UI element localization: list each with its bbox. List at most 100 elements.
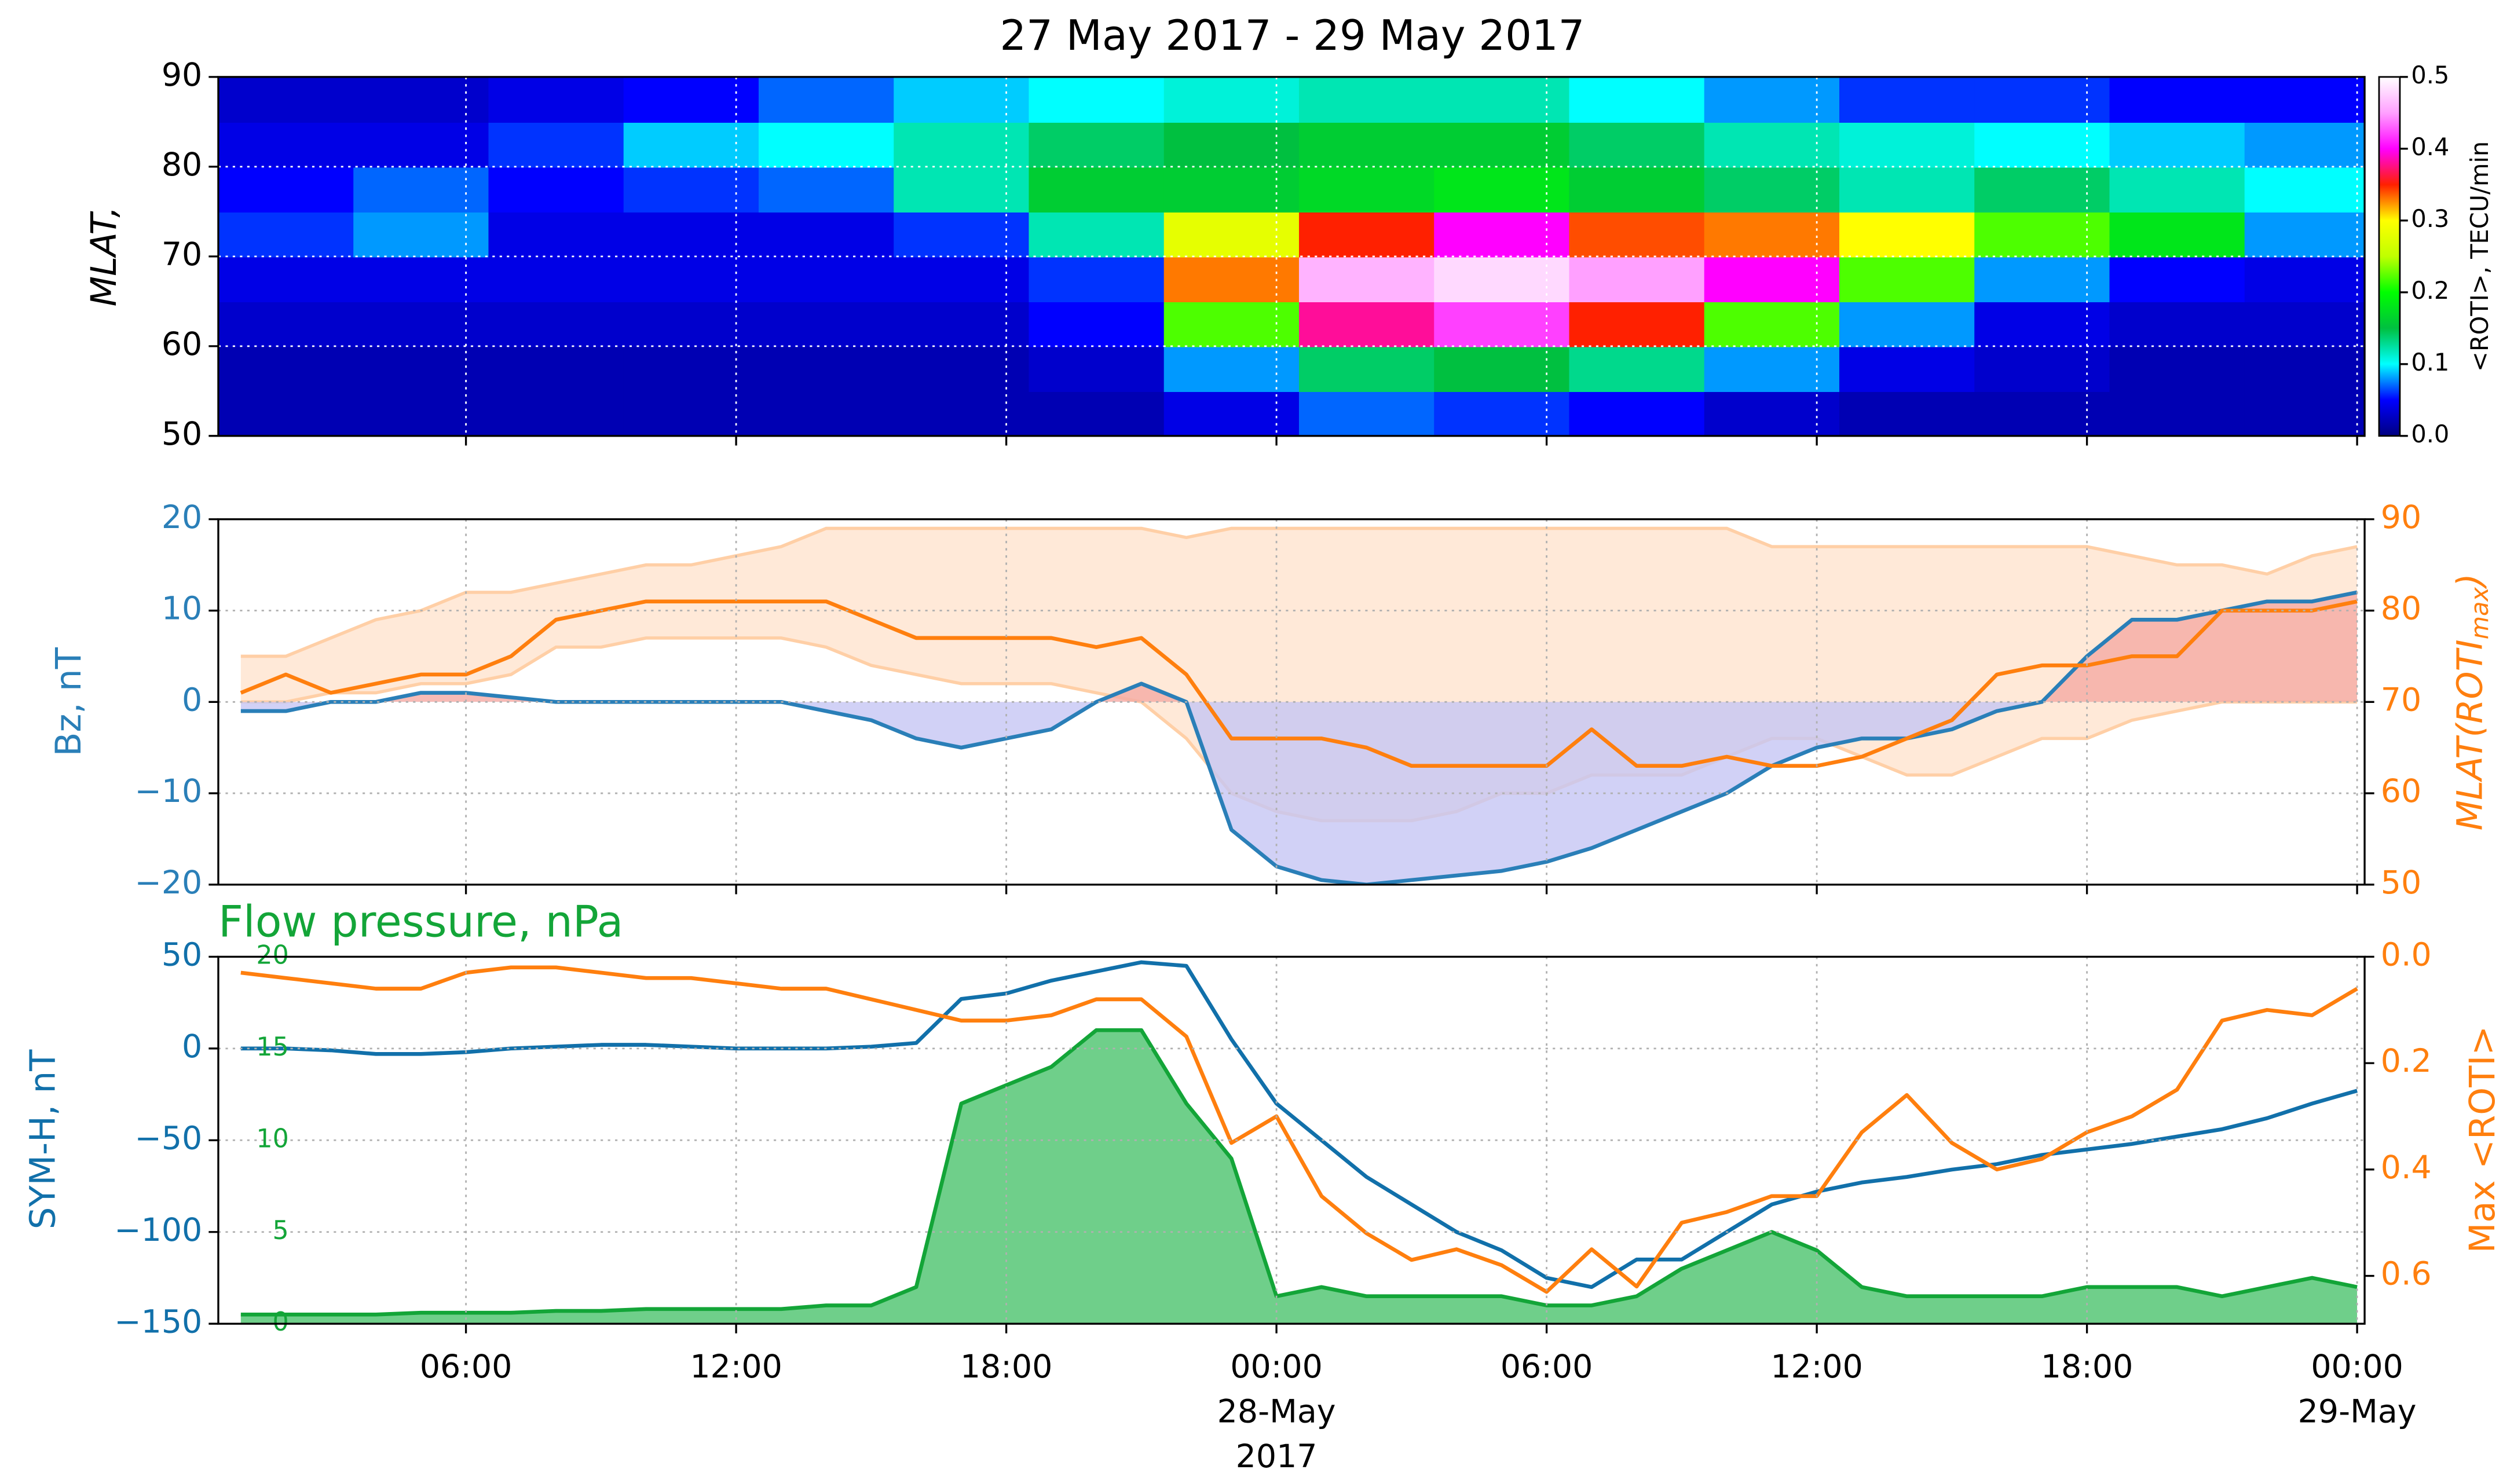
heat-cell	[1704, 391, 1840, 436]
heat-cell	[758, 76, 895, 123]
area-negative	[240, 702, 2358, 885]
colorbar-tick-label: 0.3	[2411, 204, 2449, 233]
y3-tick-label: 5	[273, 1216, 289, 1245]
heat-cell	[1839, 211, 1975, 258]
x-tick-label: 00:00	[1230, 1349, 1323, 1386]
heat-cell	[1029, 166, 1165, 213]
heat-cell	[1163, 76, 1300, 123]
heat-cell	[2109, 211, 2246, 258]
heat-cell	[488, 122, 625, 168]
heat-cell	[2109, 301, 2246, 347]
heat-cell	[1974, 256, 2111, 303]
heat-cell	[1163, 391, 1300, 436]
heat-cell	[1569, 211, 1706, 258]
heat-cell	[1163, 256, 1300, 303]
band-edge	[240, 526, 2358, 658]
heat-cell	[1163, 301, 1300, 347]
heat-cell	[1298, 211, 1435, 258]
heat-cell	[894, 211, 1030, 258]
heat-cell	[488, 256, 625, 303]
colorbar-tick-label: 0.2	[2411, 276, 2449, 305]
heat-cell	[2244, 391, 2365, 436]
colorbar	[2378, 76, 2401, 437]
y2-axis-label: MLAT(ROTImax)	[2449, 573, 2494, 830]
heat-cell	[623, 166, 760, 213]
heat-cell	[1569, 301, 1706, 347]
heat-cell	[218, 301, 354, 347]
heat-cell	[1029, 301, 1165, 347]
heat-cell	[758, 122, 895, 168]
colorbar-tick-label: 0.1	[2411, 348, 2449, 376]
heat-cell	[1974, 211, 2111, 258]
heat-cell	[1434, 122, 1571, 168]
heat-cell	[1839, 76, 1975, 123]
heat-cell	[1029, 122, 1165, 168]
heat-cell	[623, 391, 760, 436]
heat-cell	[1839, 346, 1975, 393]
heat-cell	[2109, 256, 2246, 303]
chart-title: 27 May 2017 - 29 May 2017	[1000, 11, 1584, 60]
heat-cell	[1569, 391, 1706, 436]
heat-cell	[353, 166, 490, 213]
plot-area	[240, 526, 2358, 885]
x-tick-label: 18:00	[960, 1349, 1052, 1386]
x-tick-label: 28-May	[1217, 1393, 1336, 1430]
heat-cell	[1974, 122, 2111, 168]
x-tick-label: 12:00	[690, 1349, 782, 1386]
y-tick-label: −100	[114, 1212, 202, 1249]
heat-cell	[1569, 256, 1706, 303]
area	[240, 1030, 2358, 1324]
heat-cell	[218, 211, 354, 258]
heat-cell	[488, 391, 625, 436]
heat-cell	[1974, 301, 2111, 347]
heat-cell	[353, 122, 490, 168]
y-tick-label: 50	[162, 416, 202, 453]
heat-cell	[488, 301, 625, 347]
heat-cell	[353, 391, 490, 436]
heat-cell	[1839, 122, 1975, 168]
y2-tick-label: 50	[2381, 864, 2421, 902]
heat-cell	[894, 166, 1030, 213]
x-tick-label: 00:00	[2311, 1349, 2403, 1386]
heat-cell	[1029, 76, 1165, 123]
heat-cell	[623, 301, 760, 347]
heat-cell	[758, 346, 895, 393]
plot-area	[218, 76, 2365, 436]
y-tick-label: 0	[182, 1028, 202, 1065]
heat-cell	[1163, 122, 1300, 168]
heat-cell	[1839, 301, 1975, 347]
heat-cell	[1163, 211, 1300, 258]
x-tick-label: 18:00	[2041, 1349, 2134, 1386]
heat-cell	[1298, 391, 1435, 436]
heat-cell	[2244, 211, 2365, 258]
heat-cell	[1434, 76, 1571, 123]
x-tick-label: 2017	[1236, 1438, 1318, 1475]
heat-cell	[1839, 166, 1975, 213]
y2-tick-label: 0.4	[2381, 1149, 2432, 1186]
heat-cell	[623, 122, 760, 168]
heat-cell	[1163, 346, 1300, 393]
plot-area	[240, 960, 2358, 1324]
y2-tick-label: 0.6	[2381, 1256, 2432, 1293]
y-axis-label: Bz, nT	[48, 647, 89, 756]
heat-cell	[488, 166, 625, 213]
heat-cell	[488, 211, 625, 258]
y2-tick-label: 60	[2381, 773, 2421, 810]
y3-axis-label: Flow pressure, nPa	[218, 897, 623, 947]
heat-cell	[1569, 76, 1706, 123]
heat-cell	[353, 211, 490, 258]
colorbar-tick-label: 0.4	[2411, 133, 2449, 161]
heat-cell	[623, 76, 760, 123]
plot-frame	[217, 955, 2366, 1325]
plot-frame	[217, 76, 2366, 437]
line	[240, 599, 2358, 768]
heat-cell	[1029, 256, 1165, 303]
heat-cell	[1298, 301, 1435, 347]
heat-cell	[758, 256, 895, 303]
heat-cell	[758, 391, 895, 436]
y2-tick-label: 0.0	[2381, 937, 2432, 974]
heat-cell	[218, 166, 354, 213]
heat-cell	[894, 76, 1030, 123]
heat-cell	[623, 256, 760, 303]
y-tick-label: 10	[162, 591, 202, 628]
